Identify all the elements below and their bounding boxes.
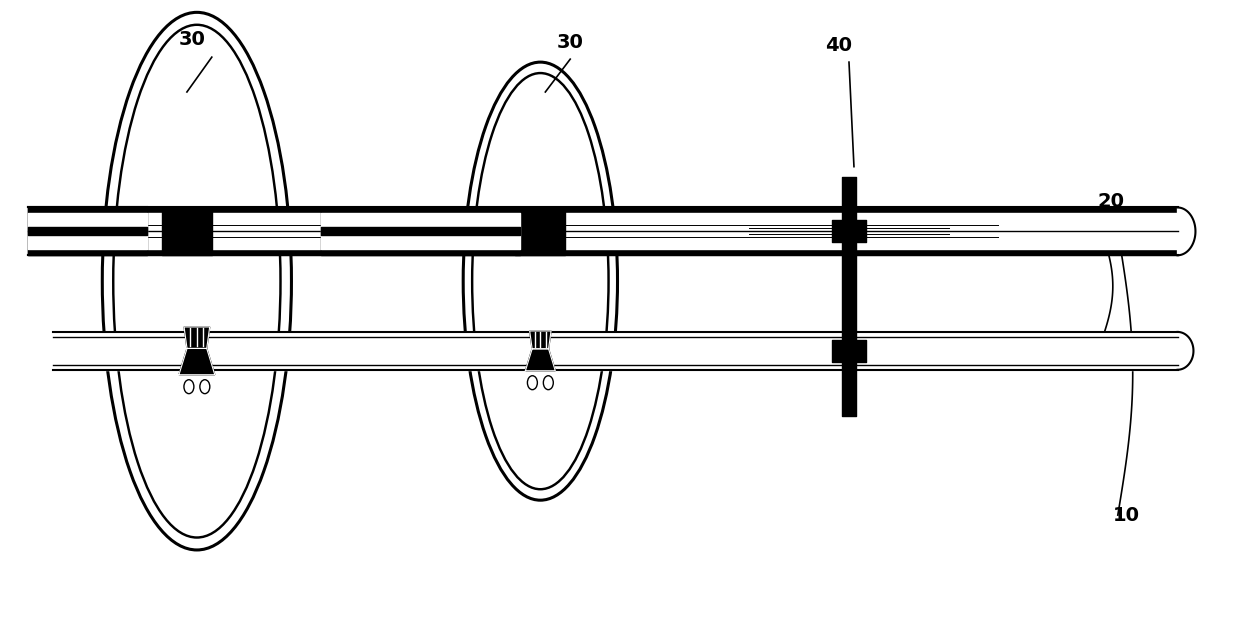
Text: 10: 10 xyxy=(1112,506,1140,525)
Polygon shape xyxy=(179,348,215,375)
Polygon shape xyxy=(1178,208,1195,256)
Text: 30: 30 xyxy=(557,33,584,52)
Text: 30: 30 xyxy=(179,30,206,49)
Text: 40: 40 xyxy=(826,36,853,55)
Polygon shape xyxy=(529,331,551,349)
Polygon shape xyxy=(526,349,556,371)
Polygon shape xyxy=(184,327,210,348)
Polygon shape xyxy=(1178,332,1193,370)
Text: 20: 20 xyxy=(1097,192,1125,211)
